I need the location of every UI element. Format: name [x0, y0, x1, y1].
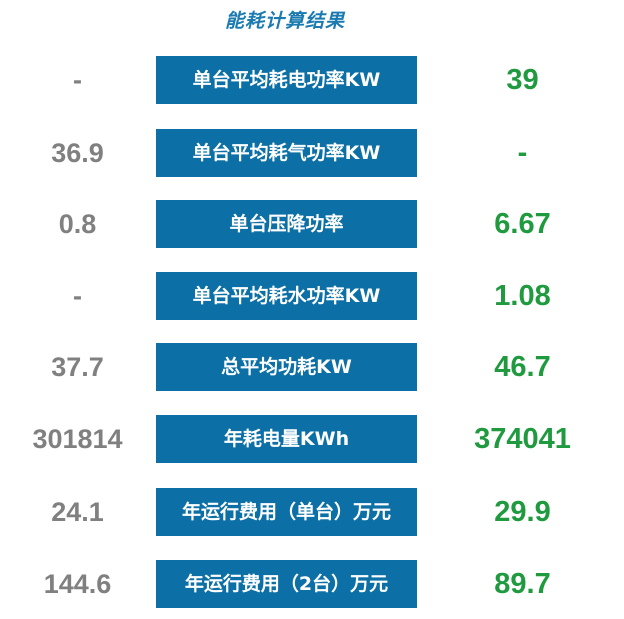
metric-label: 单台压降功率 [156, 200, 417, 248]
table-row: 36.9 单台平均耗气功率KW - [0, 129, 624, 177]
right-value: 1.08 [494, 280, 551, 312]
table-row: 37.7 总平均功耗KW 46.7 [0, 343, 624, 391]
left-value: 301814 [32, 424, 123, 454]
left-value: 0.8 [58, 209, 97, 239]
right-value: - [517, 137, 528, 169]
left-value: - [73, 281, 82, 311]
table-row: 144.6 年运行费用（2台）万元 89.7 [0, 560, 624, 608]
table-row: 24.1 年运行费用（单台）万元 29.9 [0, 488, 624, 536]
metric-label: 单台平均耗水功率KW [156, 272, 417, 320]
table-row: 301814 年耗电量KWh 374041 [0, 415, 624, 463]
page-title: 能耗计算结果 [224, 10, 345, 32]
metric-label: 年运行费用（2台）万元 [156, 560, 417, 608]
right-value: 29.9 [494, 496, 551, 528]
metric-label: 总平均功耗KW [156, 343, 417, 391]
metric-label: 单台平均耗气功率KW [156, 129, 417, 177]
table-row: - 单台平均耗水功率KW 1.08 [0, 272, 624, 320]
left-value: 144.6 [43, 569, 112, 599]
metric-label: 年运行费用（单台）万元 [156, 488, 417, 536]
table-row: - 单台平均耗电功率KW 39 [0, 56, 624, 104]
left-value: 37.7 [51, 352, 104, 382]
metric-label: 单台平均耗电功率KW [156, 56, 417, 104]
right-value: 46.7 [494, 351, 551, 383]
table-row: 0.8 单台压降功率 6.67 [0, 200, 624, 248]
right-value: 6.67 [494, 208, 551, 240]
right-value: 374041 [474, 423, 571, 455]
left-value: 24.1 [51, 497, 104, 527]
right-value: 89.7 [494, 568, 551, 600]
metric-label: 年耗电量KWh [156, 415, 417, 463]
left-value: 36.9 [51, 138, 104, 168]
left-value: - [73, 65, 82, 95]
right-value: 39 [506, 64, 539, 96]
